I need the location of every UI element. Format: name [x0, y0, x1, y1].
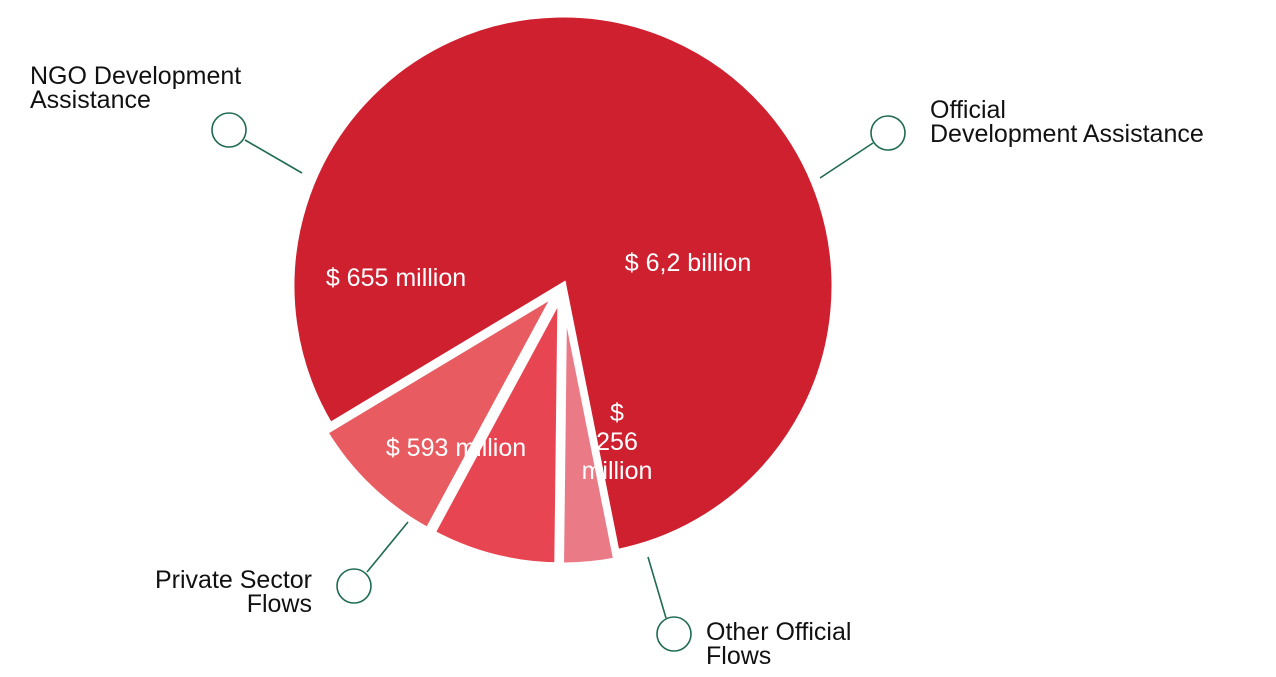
callout-marker-icon [336, 568, 372, 604]
slice-name-label: NGO Development [30, 62, 241, 90]
slice-name-label: Private Sector [155, 566, 312, 594]
slice-name-label: Assistance [30, 86, 151, 114]
callout-leader-line [819, 142, 874, 179]
slice-value-label: $ 655 million [326, 264, 466, 292]
slice-value-label: million [582, 457, 653, 485]
callout-marker-icon [211, 112, 247, 148]
slice-value-label: $ 6,2 billion [625, 249, 751, 277]
pie-slice-ngo-development-assistance [319, 282, 567, 536]
callout-leader-line [647, 556, 667, 619]
slice-name-label: Other Official [706, 618, 851, 646]
slice-name-label: Flows [247, 590, 312, 618]
callout-marker-icon [656, 616, 692, 652]
callout-leader-line [366, 521, 409, 573]
slice-value-label: $ 593 million [386, 434, 526, 462]
slice-name-label: Official [930, 96, 1006, 124]
slice-value-label: 256 [596, 428, 638, 456]
slice-name-label: Flows [706, 642, 771, 670]
slice-value-label: $ [610, 399, 624, 427]
callout-marker-icon [870, 115, 906, 151]
pie-slice-private-sector-flows [426, 292, 565, 570]
pie-slice-official-development-assistance [287, 10, 839, 557]
callout-leader-line [244, 139, 303, 174]
slice-name-label: Development Assistance [930, 120, 1204, 148]
